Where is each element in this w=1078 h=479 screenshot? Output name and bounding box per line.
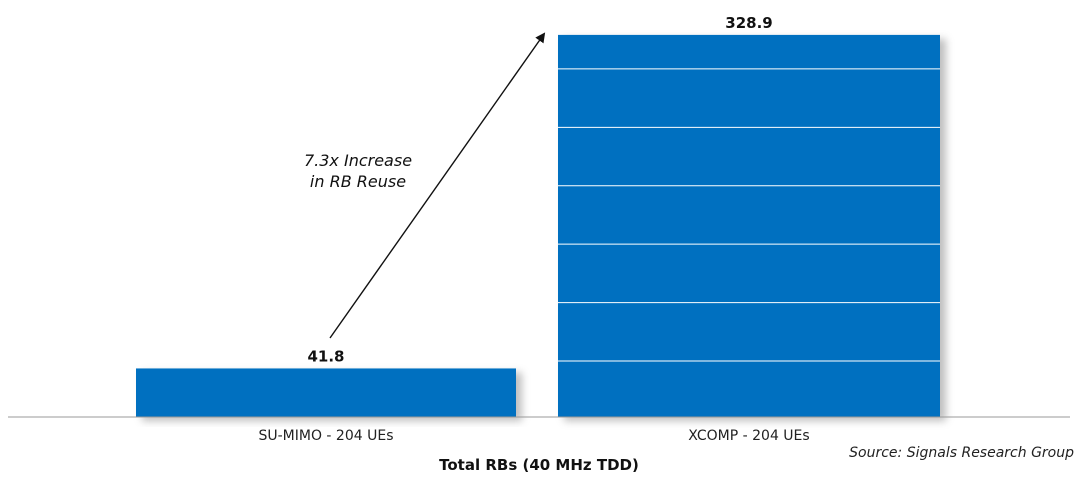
category-label: XCOMP - 204 UEs xyxy=(688,428,809,444)
bars-group xyxy=(136,34,940,417)
bar-value-label: 328.9 xyxy=(725,14,772,32)
annotation-line-2: in RB Reuse xyxy=(309,172,407,191)
x-axis-title: Total RBs (40 MHz TDD) xyxy=(439,456,639,474)
annotation-line-1: 7.3x Increase xyxy=(303,151,413,170)
bar-1 xyxy=(136,368,516,417)
annotation-arrow xyxy=(329,32,546,339)
annotation-text: 7.3x Increase in RB Reuse xyxy=(268,150,448,192)
labels-group: 41.8 SU-MIMO - 204 UEs 328.9 XCOMP - 204 UE… xyxy=(258,14,809,444)
category-label: SU-MIMO - 204 UEs xyxy=(258,428,393,444)
bar-2 xyxy=(558,34,940,417)
source-note: Source: Signals Research Group xyxy=(849,445,1074,461)
bar-value-label: 41.8 xyxy=(307,347,344,365)
